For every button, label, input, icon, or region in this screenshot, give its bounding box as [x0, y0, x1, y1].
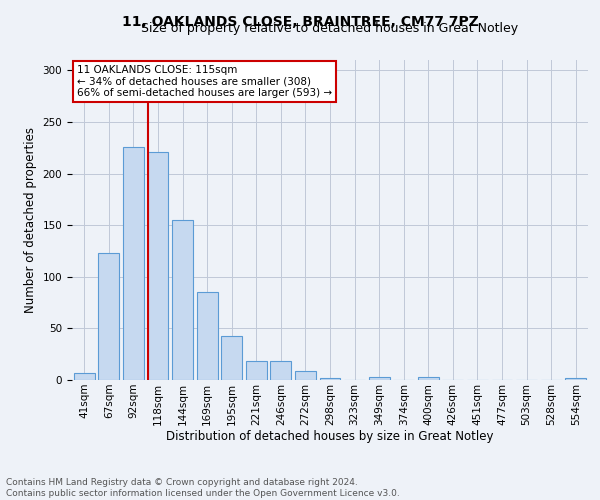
X-axis label: Distribution of detached houses by size in Great Notley: Distribution of detached houses by size …: [166, 430, 494, 444]
Y-axis label: Number of detached properties: Number of detached properties: [24, 127, 37, 313]
Title: Size of property relative to detached houses in Great Notley: Size of property relative to detached ho…: [142, 22, 518, 35]
Bar: [368, 377, 389, 380]
Bar: [246, 362, 267, 380]
Text: 11, OAKLANDS CLOSE, BRAINTREE, CM77 7PZ: 11, OAKLANDS CLOSE, BRAINTREE, CM77 7PZ: [122, 15, 478, 29]
Bar: [172, 220, 193, 380]
Bar: [295, 370, 316, 380]
Bar: [565, 378, 586, 380]
Text: Contains HM Land Registry data © Crown copyright and database right 2024.
Contai: Contains HM Land Registry data © Crown c…: [6, 478, 400, 498]
Bar: [197, 292, 218, 380]
Bar: [98, 253, 119, 380]
Bar: [320, 378, 340, 380]
Text: 11 OAKLANDS CLOSE: 115sqm
← 34% of detached houses are smaller (308)
66% of semi: 11 OAKLANDS CLOSE: 115sqm ← 34% of detac…: [77, 65, 332, 98]
Bar: [148, 152, 169, 380]
Bar: [221, 336, 242, 380]
Bar: [74, 373, 95, 380]
Bar: [418, 377, 439, 380]
Bar: [123, 146, 144, 380]
Bar: [271, 362, 292, 380]
